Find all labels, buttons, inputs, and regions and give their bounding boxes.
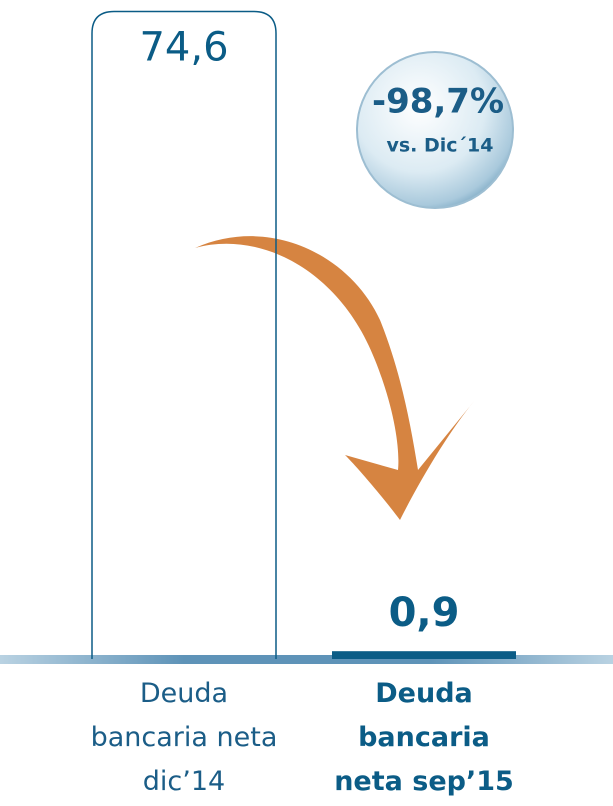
arrow	[195, 236, 475, 520]
bubble-circle	[356, 51, 514, 209]
x-tick-label: Deuda bancaria neta sep’15	[334, 678, 514, 797]
bubble: -98,7% vs. Dic´14	[356, 51, 514, 209]
x-tick-label: Deuda bancaria neta dic’14	[90, 678, 278, 797]
annotation-sub: vs. Dic´14	[386, 135, 493, 157]
bar	[332, 651, 516, 659]
annotation: -98,7%	[372, 82, 504, 122]
value-label: 74,6	[139, 24, 228, 70]
value-label: 0,9	[389, 590, 460, 636]
bar	[91, 10, 277, 659]
baseline	[0, 655, 613, 664]
